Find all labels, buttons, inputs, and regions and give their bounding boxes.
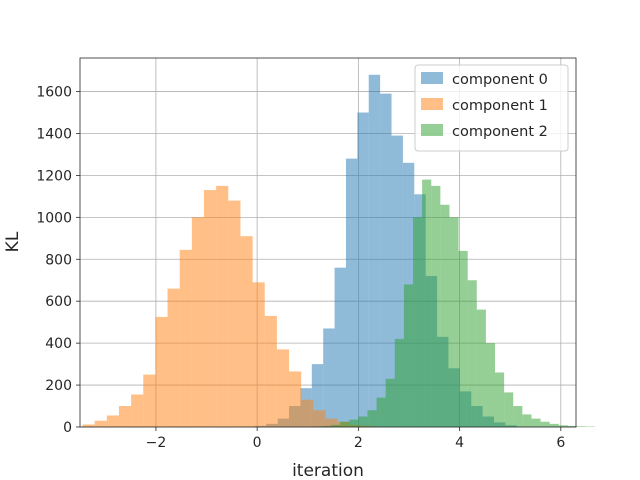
legend-swatch	[421, 72, 443, 84]
histogram-bar	[577, 426, 587, 427]
y-tick-label: 1200	[36, 168, 72, 184]
histogram-bar	[391, 135, 403, 428]
series-1-bars	[82, 185, 375, 427]
x-tick-label: 4	[455, 435, 464, 451]
histogram-bar	[476, 309, 486, 427]
histogram-bar	[301, 399, 314, 427]
y-tick-label: 800	[45, 252, 72, 268]
histogram-bar	[334, 267, 346, 427]
x-tick-label: 0	[253, 435, 262, 451]
histogram-bar	[325, 418, 338, 427]
histogram-bar	[340, 421, 350, 427]
y-tick-label: 1600	[36, 85, 72, 101]
histogram-bar	[349, 419, 359, 427]
histogram-bar	[440, 204, 450, 427]
histogram-bar	[357, 112, 369, 428]
histogram-bar	[394, 338, 404, 427]
y-tick-label: 200	[45, 378, 72, 394]
histogram-bar	[179, 249, 192, 427]
histogram-bar	[240, 236, 253, 427]
histogram-bar	[431, 185, 441, 427]
histogram-bar	[216, 185, 229, 427]
histogram-bar	[367, 410, 377, 427]
histogram-bar	[191, 217, 204, 427]
legend-swatch	[421, 124, 443, 136]
histogram-bar	[513, 406, 523, 427]
histogram-bar	[131, 394, 144, 427]
histogram-bar	[155, 316, 168, 427]
histogram-bar	[289, 371, 302, 427]
histogram-bar	[345, 158, 358, 428]
histogram-bar	[143, 374, 156, 427]
y-tick-label: 400	[45, 336, 72, 352]
histogram-bar	[311, 364, 324, 427]
plot-frame	[79, 57, 577, 428]
histogram-bar	[558, 425, 568, 427]
series-2-bars	[312, 179, 596, 427]
histogram-bars	[82, 74, 596, 428]
histogram-bar	[167, 288, 180, 427]
legend-box	[414, 64, 569, 152]
histogram-bar	[106, 415, 119, 427]
histogram-bar	[204, 190, 217, 427]
legend: component 0 component 1 component 2	[414, 64, 569, 152]
y-axis-ticks: 0 200 400 600 800 1000 1200 1400 1600	[36, 85, 80, 436]
x-axis-ticks: −2 0 2 4 6	[146, 427, 565, 451]
histogram-bar	[567, 425, 578, 427]
legend-label: component 2	[452, 124, 548, 140]
legend-swatch	[421, 98, 443, 110]
y-tick-label: 1400	[36, 126, 72, 142]
x-tick-label: 2	[354, 435, 363, 451]
histogram-bar	[358, 416, 368, 427]
histogram-bar	[458, 250, 468, 427]
histogram-bar	[264, 315, 277, 427]
histogram-bar	[82, 424, 95, 427]
y-tick-label: 1000	[36, 210, 72, 226]
y-tick-label: 0	[63, 420, 72, 436]
histogram-bar	[403, 284, 414, 427]
histogram-bar	[540, 421, 550, 427]
histogram-bar	[331, 424, 341, 427]
histogram-bar	[252, 282, 265, 427]
histogram-bar	[118, 406, 132, 427]
legend-label: component 0	[452, 72, 548, 88]
histogram-bar	[549, 423, 559, 427]
histogram-bar	[368, 74, 381, 427]
histogram-bar	[504, 392, 514, 427]
legend-label: component 1	[452, 98, 548, 114]
y-axis-label: KL	[3, 231, 23, 252]
histogram-bar	[313, 410, 326, 427]
histogram-bar	[228, 200, 241, 427]
histogram-bar	[376, 397, 386, 427]
x-axis-label: iteration	[292, 461, 364, 480]
x-tick-label: 6	[556, 435, 565, 451]
histogram-bar	[495, 372, 505, 427]
x-tick-label: −2	[146, 435, 167, 451]
histogram-bar	[323, 328, 335, 427]
histogram-bar	[531, 418, 541, 427]
histogram-bar	[380, 93, 392, 428]
histogram-bar	[522, 414, 532, 427]
histogram-bar	[94, 420, 107, 427]
histogram-bar	[467, 280, 477, 427]
histogram-bar	[413, 217, 423, 427]
histogram-bar	[385, 378, 395, 427]
histogram-bar	[422, 179, 432, 427]
histogram-bar	[276, 349, 290, 427]
histogram-bar	[449, 217, 459, 427]
histogram-bar	[485, 343, 496, 427]
y-tick-label: 600	[45, 294, 72, 310]
histogram-bar	[321, 425, 332, 427]
